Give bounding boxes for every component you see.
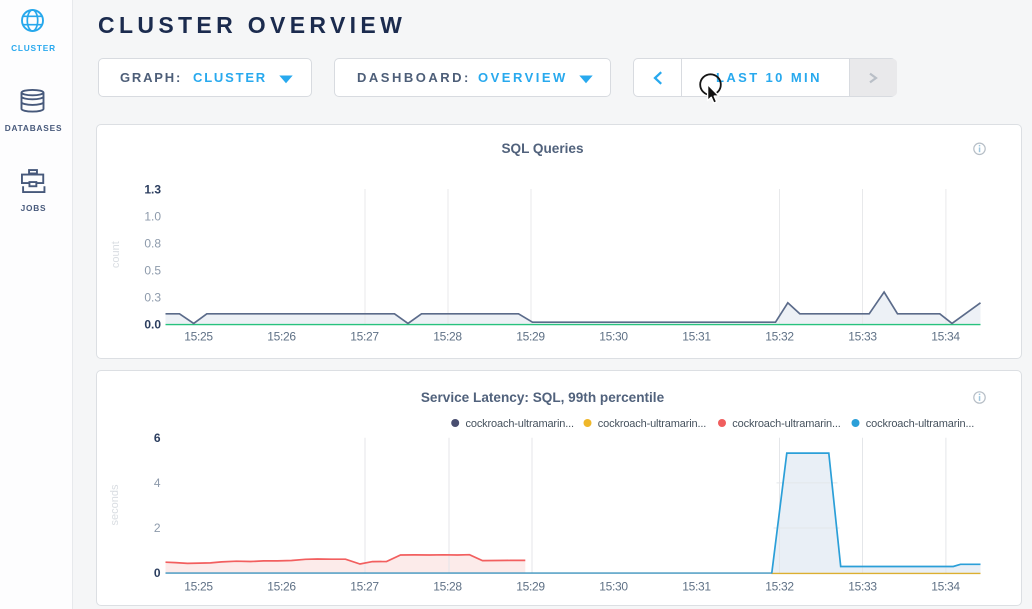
svg-text:15:28: 15:28	[433, 329, 462, 343]
svg-text:6: 6	[154, 431, 161, 445]
svg-text:1.0: 1.0	[144, 210, 161, 224]
svg-text:15:30: 15:30	[599, 329, 628, 343]
svg-text:Service Latency: SQL, 99th per: Service Latency: SQL, 99th percentile	[421, 390, 665, 405]
svg-text:15:27: 15:27	[350, 329, 379, 343]
svg-text:0.8: 0.8	[144, 237, 161, 251]
svg-text:15:31: 15:31	[682, 579, 711, 593]
svg-text:cockroach-ultramarin...: cockroach-ultramarin...	[598, 418, 707, 430]
svg-text:15:34: 15:34	[931, 579, 960, 593]
svg-text:cockroach-ultramarin...: cockroach-ultramarin...	[466, 418, 575, 430]
svg-text:15:25: 15:25	[184, 329, 213, 343]
svg-text:0.5: 0.5	[144, 264, 161, 278]
svg-text:seconds: seconds	[109, 484, 121, 525]
svg-text:15:26: 15:26	[267, 579, 296, 593]
svg-text:4: 4	[154, 476, 161, 490]
svg-text:15:25: 15:25	[184, 579, 213, 593]
svg-text:15:29: 15:29	[516, 579, 545, 593]
svg-text:15:33: 15:33	[848, 329, 877, 343]
svg-text:15:32: 15:32	[765, 329, 794, 343]
svg-text:15:32: 15:32	[765, 579, 794, 593]
svg-text:0.3: 0.3	[144, 291, 161, 305]
svg-text:15:30: 15:30	[599, 579, 628, 593]
svg-text:15:34: 15:34	[931, 329, 960, 343]
svg-text:15:28: 15:28	[433, 579, 462, 593]
svg-text:SQL Queries: SQL Queries	[501, 141, 583, 156]
svg-text:15:27: 15:27	[350, 579, 379, 593]
svg-text:cockroach-ultramarin...: cockroach-ultramarin...	[732, 418, 841, 430]
svg-text:15:29: 15:29	[516, 329, 545, 343]
svg-text:cockroach-ultramarin...: cockroach-ultramarin...	[866, 418, 975, 430]
svg-text:1.3: 1.3	[144, 183, 161, 197]
svg-text:0.0: 0.0	[144, 318, 161, 332]
svg-text:15:26: 15:26	[267, 329, 296, 343]
svg-text:0: 0	[154, 566, 161, 580]
svg-text:15:31: 15:31	[682, 329, 711, 343]
svg-text:2: 2	[154, 521, 161, 535]
svg-text:count: count	[110, 241, 122, 268]
svg-text:15:33: 15:33	[848, 579, 877, 593]
